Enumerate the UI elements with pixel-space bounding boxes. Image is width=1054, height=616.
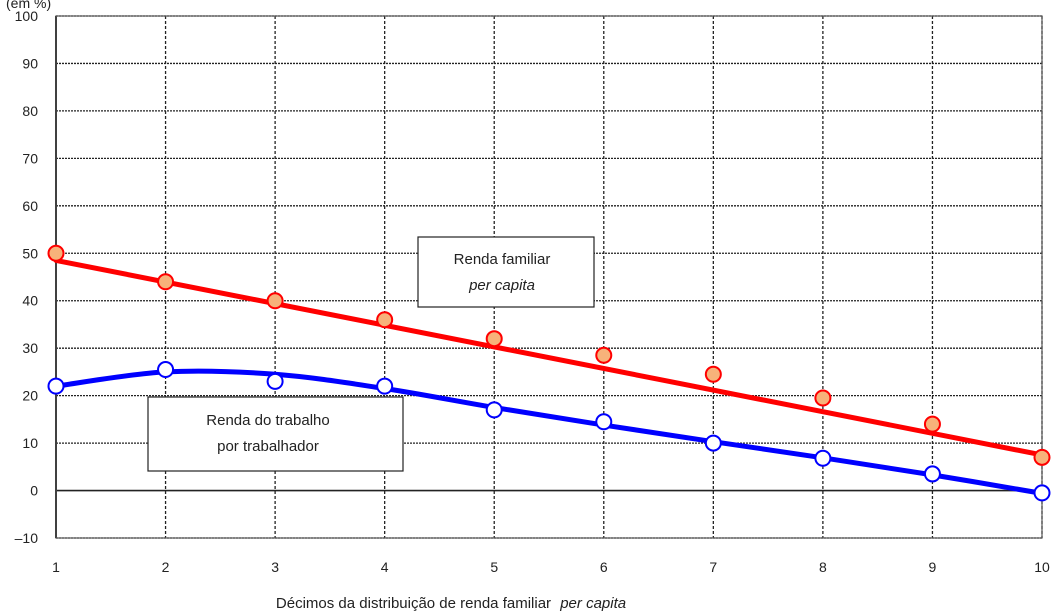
x-tick-label-5: 6 [600,559,608,575]
point-renda-trabalho-8 [814,449,832,467]
point-renda-trabalho-2 [157,361,175,379]
point-renda-familiar-8 [814,389,832,407]
point-renda-familiar-6 [595,346,613,364]
point-renda-trabalho-5 [485,401,503,419]
point-renda-trabalho-4 [376,377,394,395]
y-tick-label-8: 70 [22,150,38,166]
x-tick-label-8: 9 [929,559,937,575]
y-unit-label: (em %) [6,0,51,11]
y-tick-label-3: 20 [22,388,38,404]
point-renda-familiar-9 [923,415,941,433]
point-renda-familiar-5 [485,330,503,348]
point-renda-trabalho-1 [47,377,65,395]
x-tick-label-1: 2 [162,559,170,575]
point-renda-familiar-2 [157,273,175,291]
label-box-renda-familiar: Renda familiar per capita [417,236,595,308]
x-axis-title-main: Décimos da distribuição de renda familia… [276,595,551,612]
x-axis-title-italic: per capita [559,595,626,612]
point-renda-trabalho-6 [595,413,613,431]
point-renda-familiar-3 [266,292,284,310]
y-tick-label-2: 10 [22,435,38,451]
series-line-renda-familiar [53,257,1045,458]
point-renda-familiar-7 [704,365,722,383]
series-line-renda-trabalho [53,368,1045,496]
plot-frame [55,15,1043,539]
label-renda-familiar-line1: Renda familiar [454,251,551,268]
point-renda-familiar-1 [47,244,65,262]
x-tick-label-7: 8 [819,559,827,575]
label-renda-familiar-line2: per capita [468,277,535,294]
label-renda-trabalho-line1: Renda do trabalho [206,412,329,429]
point-renda-trabalho-3 [266,372,284,390]
label-box-renda-trabalho: Renda do trabalho por trabalhador [147,396,404,472]
x-tick-label-9: 10 [1034,559,1050,575]
x-tick-label-0: 1 [52,559,60,575]
x-tick-label-3: 4 [381,559,389,575]
y-tick-label-1: 0 [30,483,38,499]
point-renda-trabalho-7 [704,434,722,452]
point-renda-trabalho-9 [923,465,941,483]
series-lines [53,257,1045,496]
y-tick-label-7: 60 [22,198,38,214]
x-axis-title: Décimos da distribuição de renda familia… [276,595,626,612]
y-tick-label-5: 40 [22,293,38,309]
x-tick-label-2: 3 [271,559,279,575]
x-tick-labels: 1 2 3 4 5 6 7 8 9 10 [52,559,1050,575]
y-tick-label-6: 50 [22,245,38,261]
label-renda-trabalho-line2: por trabalhador [217,438,319,455]
x-tick-label-6: 7 [709,559,717,575]
y-tick-label-4: 30 [22,340,38,356]
series-points [47,244,1051,502]
y-tick-labels: –10 0 10 20 30 40 50 60 70 80 90 100 [15,8,39,546]
y-tick-label-10: 90 [22,55,38,71]
label-box-renda-trabalho-frame [147,396,404,472]
y-tick-label-9: 80 [22,103,38,119]
x-tick-label-4: 5 [490,559,498,575]
y-tick-label-0: –10 [15,530,39,546]
label-box-renda-familiar-frame [417,236,595,308]
y-tick-label-11: 100 [15,8,39,24]
point-renda-trabalho-10 [1033,484,1051,502]
point-renda-familiar-4 [376,311,394,329]
point-renda-familiar-10 [1033,448,1051,466]
